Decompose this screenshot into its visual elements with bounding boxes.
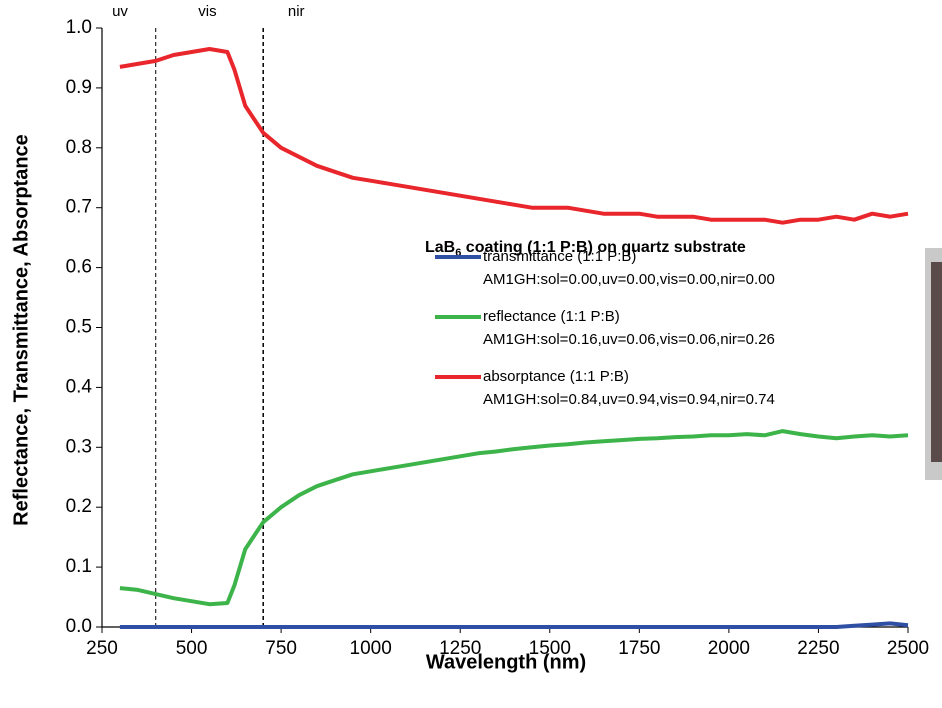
legend-title: LaB6 coating (1:1 P:B) on quartz substra… (425, 239, 746, 259)
x-tick-label: 2000 (708, 638, 750, 659)
legend-title-part: coating (1:1 P:B) on quartz substrate (461, 239, 746, 256)
region-label: vis (198, 3, 216, 20)
x-tick-label: 1750 (618, 638, 660, 659)
region-label: nir (288, 3, 305, 20)
y-tick-label: 0.6 (66, 257, 92, 278)
y-tick-label: 0.9 (66, 77, 92, 98)
y-tick-label: 1.0 (66, 17, 92, 38)
y-tick-label: 0.1 (66, 556, 92, 577)
series-line (119, 429, 909, 607)
x-axis-title: Wavelength (nm) (426, 651, 586, 673)
region-label: uv (112, 3, 128, 20)
y-tick-label: 0.5 (66, 317, 92, 338)
y-tick-label: 0.0 (66, 616, 92, 637)
y-tick-label: 0.4 (66, 376, 93, 397)
legend-label: absorptance (1:1 P:B) (483, 368, 629, 385)
y-tick-label: 0.2 (66, 496, 92, 517)
series-line (119, 47, 909, 225)
photo-fragment-sample (931, 262, 942, 462)
legend-note: AM1GH:sol=0.84,uv=0.94,vis=0.94,nir=0.74 (483, 391, 775, 408)
x-tick-label: 750 (265, 638, 297, 659)
x-tick-label: 1250 (439, 638, 481, 659)
x-tick-label: 2500 (887, 638, 929, 659)
x-tick-label: 1000 (350, 638, 392, 659)
y-axis-title: Reflectance, Transmittance, Absorptance (10, 134, 32, 526)
legend-title-part: LaB (425, 239, 455, 256)
x-tick-label: 2250 (797, 638, 839, 659)
series-line (119, 621, 909, 629)
y-tick-label: 0.7 (66, 197, 92, 218)
x-tick-label: 250 (86, 638, 118, 659)
legend-note: AM1GH:sol=0.16,uv=0.06,vis=0.06,nir=0.26 (483, 331, 775, 348)
legend-note: AM1GH:sol=0.00,uv=0.00,vis=0.00,nir=0.00 (483, 271, 775, 288)
y-tick-label: 0.8 (66, 137, 92, 158)
legend-title-subscript: 6 (455, 247, 461, 259)
x-tick-label: 1500 (529, 638, 571, 659)
y-tick-label: 0.3 (66, 436, 92, 457)
legend-label: transmittance (1:1 P:B) (483, 248, 636, 265)
x-tick-label: 500 (176, 638, 208, 659)
legend-label: reflectance (1:1 P:B) (483, 308, 620, 325)
